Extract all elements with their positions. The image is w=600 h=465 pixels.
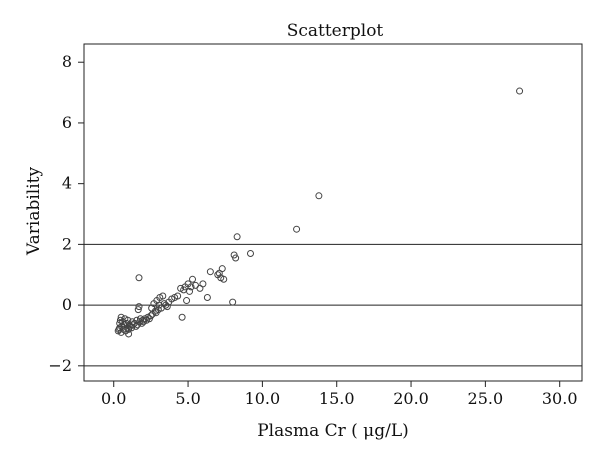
data-point (125, 330, 133, 338)
data-point (203, 294, 211, 302)
y-tick-label: 4 (62, 174, 72, 193)
data-point (163, 303, 171, 311)
data-point (117, 313, 125, 321)
x-tick-label: 5.0 (175, 389, 200, 408)
data-point (186, 287, 194, 295)
data-point (134, 306, 142, 314)
data-point (124, 316, 132, 324)
chart-title: Scatterplot (287, 21, 384, 41)
data-point (220, 275, 228, 283)
x-tick-label: 10.0 (245, 389, 281, 408)
y-tick-label: 8 (62, 52, 72, 71)
plot-area: 0.0 5.0 10.0 15.0 20.0 25.0 30.0 −2 0 2 4 6 8 (48, 43, 583, 408)
data-point (218, 265, 226, 273)
data-point (159, 292, 167, 300)
data-point (135, 274, 143, 282)
data-point (315, 192, 323, 200)
data-point (135, 303, 143, 311)
data-point (293, 225, 301, 233)
x-tick-label: 0.0 (101, 389, 126, 408)
y-tick-label: 0 (62, 295, 72, 314)
x-tick-label: 25.0 (468, 389, 504, 408)
data-point (178, 313, 186, 321)
data-point (232, 254, 240, 262)
data-point (187, 283, 195, 291)
data-point (183, 297, 191, 305)
x-axis-label: Plasma Cr ( μg/L) (257, 421, 409, 441)
data-point (206, 268, 214, 276)
y-axis-label: Variability (24, 167, 44, 257)
data-point (147, 312, 155, 320)
data-point (516, 87, 524, 95)
x-tick-label: 30.0 (542, 389, 578, 408)
data-point (189, 275, 197, 283)
data-point (246, 249, 254, 257)
y-tick-label: 2 (62, 234, 72, 253)
data-point (174, 292, 182, 300)
plot-frame (83, 43, 583, 382)
x-tick-label: 20.0 (393, 389, 429, 408)
x-tick-label: 15.0 (319, 389, 355, 408)
data-point (229, 298, 237, 306)
data-point (233, 233, 241, 241)
y-tick-label: −2 (48, 356, 72, 375)
y-tick-label: 6 (62, 113, 72, 132)
data-point (199, 280, 207, 288)
